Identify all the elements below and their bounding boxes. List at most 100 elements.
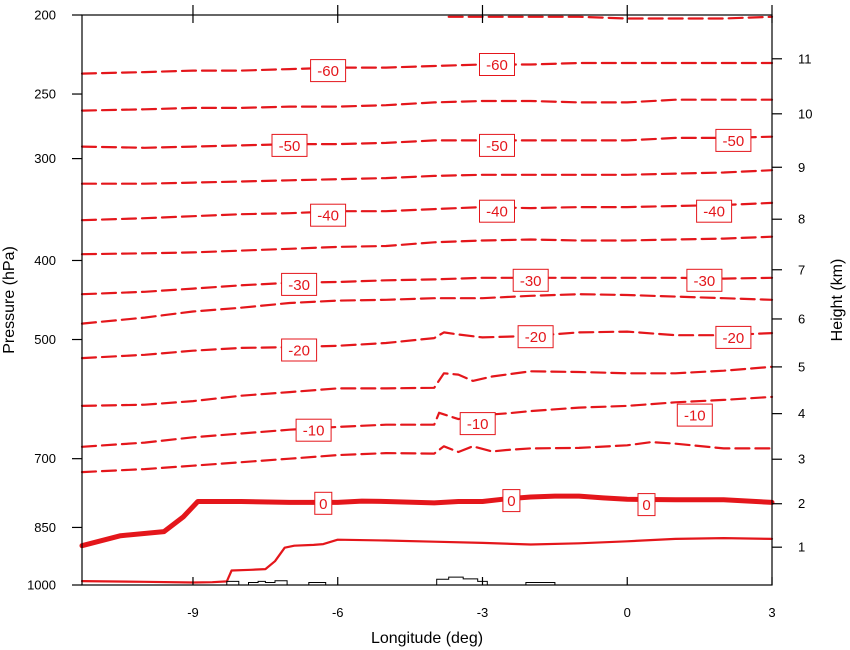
contour-label-layer: -60 -60 -50 -50 -50 -40 -40 -40 -30 -30 -30 -20 -20 -… [271, 53, 752, 517]
contour-label-box [676, 403, 713, 427]
x-axis-title: Longitude (deg) [371, 630, 483, 647]
contour-label: -50 [715, 128, 752, 152]
contour-label: -10 [459, 412, 496, 436]
contour-label-text: -10 [684, 408, 706, 425]
contour-line [79, 493, 775, 549]
contour-label: -10 [295, 418, 332, 442]
contour-label-box [314, 491, 333, 515]
x-tick-label: 0 [624, 605, 631, 620]
contour-label-text: 0 [642, 497, 650, 514]
contour-label-text: -50 [279, 138, 301, 155]
contour-label-text: -20 [723, 330, 745, 347]
contour-label: -30 [686, 268, 723, 292]
contour-label-box [281, 272, 318, 296]
contour-label-text: 0 [319, 496, 327, 513]
pressure-tick-label: 500 [34, 332, 56, 347]
contour-label-box [512, 268, 549, 292]
contour-label: -30 [281, 272, 318, 296]
contour-label: -40 [479, 199, 515, 223]
contour-label-text: -50 [723, 133, 745, 150]
x-tick-label: -3 [477, 605, 489, 620]
contour-label: -60 [479, 53, 515, 76]
contour-line [80, 537, 774, 584]
contour-label-box [502, 489, 521, 513]
contour-label-box [686, 268, 723, 292]
height-tick-label: 7 [798, 262, 805, 277]
contour-label-box [479, 133, 515, 157]
x-tick-label: -9 [187, 605, 199, 620]
contour-label-text: -60 [486, 57, 508, 74]
height-tick-label: 10 [798, 106, 812, 121]
contour-label: -30 [512, 268, 549, 292]
plot-frame [81, 14, 773, 586]
y-axis-title-left: Pressure (hPa) [1, 246, 18, 354]
height-tick-label: 6 [798, 311, 805, 326]
contour-line [80, 61, 774, 75]
contour-label-text: -20 [525, 329, 547, 346]
height-tick-label: 8 [798, 212, 805, 227]
pressure-tick-label: 700 [34, 451, 56, 466]
contour-label-text: -40 [703, 204, 725, 221]
height-tick-label: 5 [798, 359, 805, 374]
contour-label-text: -10 [303, 423, 325, 440]
terrain-layer [226, 576, 556, 586]
contour-line [80, 293, 774, 325]
contour-label: 0 [314, 491, 333, 515]
contour-label-text: -30 [520, 273, 542, 290]
contour-label-text: -30 [288, 277, 310, 294]
contour-label-text: -10 [467, 416, 489, 433]
height-tick-label: 9 [798, 160, 805, 175]
contour-label: -10 [676, 403, 713, 427]
pressure-tick-label: 1000 [27, 578, 56, 593]
contour-label-box [696, 199, 733, 223]
contour-label-box [517, 325, 554, 349]
contour-line [447, 15, 774, 20]
pressure-tick-label: 400 [34, 253, 56, 268]
height-tick-label: 3 [798, 452, 805, 467]
contour-label-box [295, 418, 332, 442]
pressure-tick-label: 850 [34, 520, 56, 535]
pressure-tick-label: 250 [34, 87, 56, 102]
contour-label-box [715, 128, 752, 152]
contour-label-box [310, 59, 347, 83]
contour-label: 0 [637, 493, 656, 517]
contour-label-text: -60 [317, 63, 339, 80]
contour-label-text: -40 [317, 208, 339, 225]
contour-label-text: -20 [288, 343, 310, 360]
contour-line [80, 235, 774, 256]
contour-label-box [271, 133, 308, 157]
height-tick-label: 1 [798, 540, 805, 555]
x-tick-label: -6 [332, 605, 344, 620]
pressure-tick-label: 300 [34, 151, 56, 166]
contour-label-text: -30 [694, 273, 716, 290]
contour-label: -50 [271, 133, 308, 157]
contour-label-box [479, 199, 515, 223]
contour-label: -40 [696, 199, 733, 223]
contour-line [80, 135, 774, 149]
contour-label: -20 [517, 325, 554, 349]
terrain-outline [226, 576, 556, 586]
contour-line [80, 330, 774, 360]
contour-label: -40 [310, 203, 347, 227]
contour-line [80, 169, 774, 185]
contour-label-box [637, 493, 656, 517]
contour-line [80, 201, 774, 222]
contour-label: -20 [715, 325, 752, 349]
contour-label-box [281, 338, 318, 362]
height-tick-label: 11 [798, 51, 812, 66]
axis-layer: -9 -6 -3 0 320025030040050070085010001234567… [27, 5, 812, 620]
contour-layer [79, 15, 775, 584]
contour-line [80, 276, 774, 296]
contour-label: -60 [310, 59, 347, 83]
contour-label-text: -50 [486, 138, 508, 155]
x-tick-label: 3 [768, 605, 775, 620]
contour-label: -50 [479, 133, 515, 157]
contour-line [80, 365, 774, 407]
contour-label: 0 [502, 489, 521, 513]
contour-line [80, 395, 774, 448]
contour-label: -20 [281, 338, 318, 362]
contour-label-text: 0 [507, 493, 515, 510]
contour-line [80, 441, 774, 474]
contour-label-box [479, 53, 515, 76]
